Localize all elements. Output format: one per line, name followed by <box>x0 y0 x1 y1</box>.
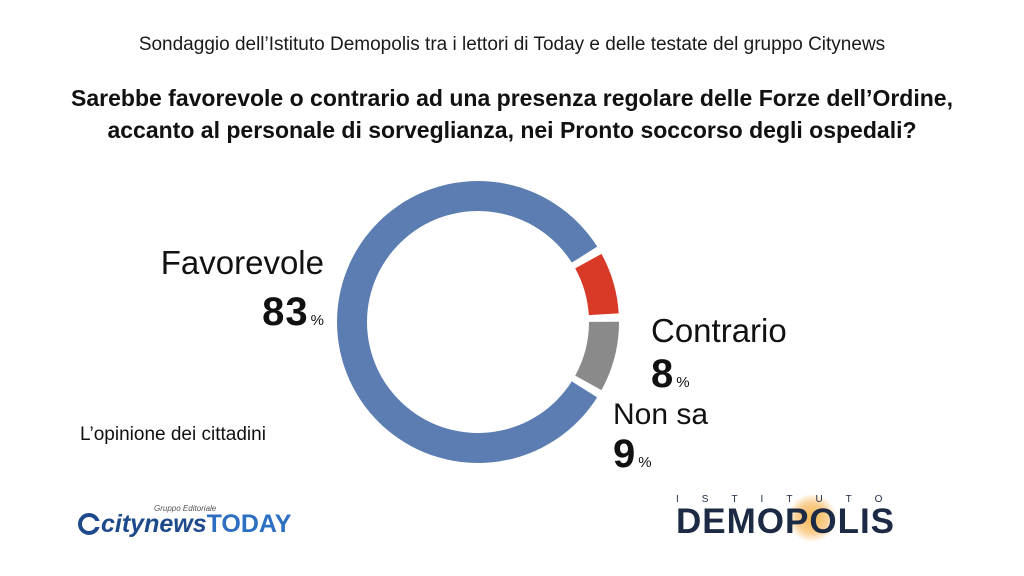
demopolis-wordmark: DEMOPOLIS <box>676 502 896 541</box>
donut-slice-favorevole <box>336 180 598 463</box>
value-number: 8 <box>651 352 675 396</box>
value-unit: % <box>310 312 324 329</box>
citynews-today-logo: Gruppo Editoriale citynewsTODAY <box>78 498 291 548</box>
value-number: 9 <box>613 432 637 476</box>
citynews-name: citynews <box>101 510 207 538</box>
citynews-tagline: Gruppo Editoriale <box>154 504 217 513</box>
slice-value-non-sa: 9% <box>613 432 652 477</box>
today-name: TODAY <box>206 510 292 538</box>
value-unit: % <box>676 374 690 391</box>
value-number: 83 <box>262 290 309 334</box>
footer-note: L’opinione dei cittadini <box>80 424 266 445</box>
demopolis-glow-icon <box>788 494 836 542</box>
value-unit: % <box>638 454 652 471</box>
survey-question: Sarebbe favorevole o contrario ad una pr… <box>40 82 984 146</box>
slice-label-contrario: Contrario <box>651 312 787 349</box>
question-line-1: Sarebbe favorevole o contrario ad una pr… <box>71 85 953 111</box>
citynews-c-icon <box>78 513 101 535</box>
demopolis-tagline: ISTITUTO <box>676 494 906 505</box>
donut-slice-contrario <box>575 253 619 316</box>
demopolis-logo: ISTITUTO DEMOPOLIS <box>676 494 946 550</box>
question-line-2: accanto al personale di sorveglianza, ne… <box>107 117 917 143</box>
slice-label-non-sa: Non sa <box>613 398 709 431</box>
slice-value-contrario: 8% <box>651 352 690 397</box>
slice-label-favorevole: Favorevole <box>160 244 324 281</box>
donut-slice-non-sa <box>575 321 620 391</box>
survey-subtitle: Sondaggio dell’Istituto Demopolis tra i … <box>138 34 886 55</box>
slice-value-favorevole: 83% <box>262 290 324 335</box>
citynews-wordmark: citynewsTODAY <box>78 510 291 539</box>
